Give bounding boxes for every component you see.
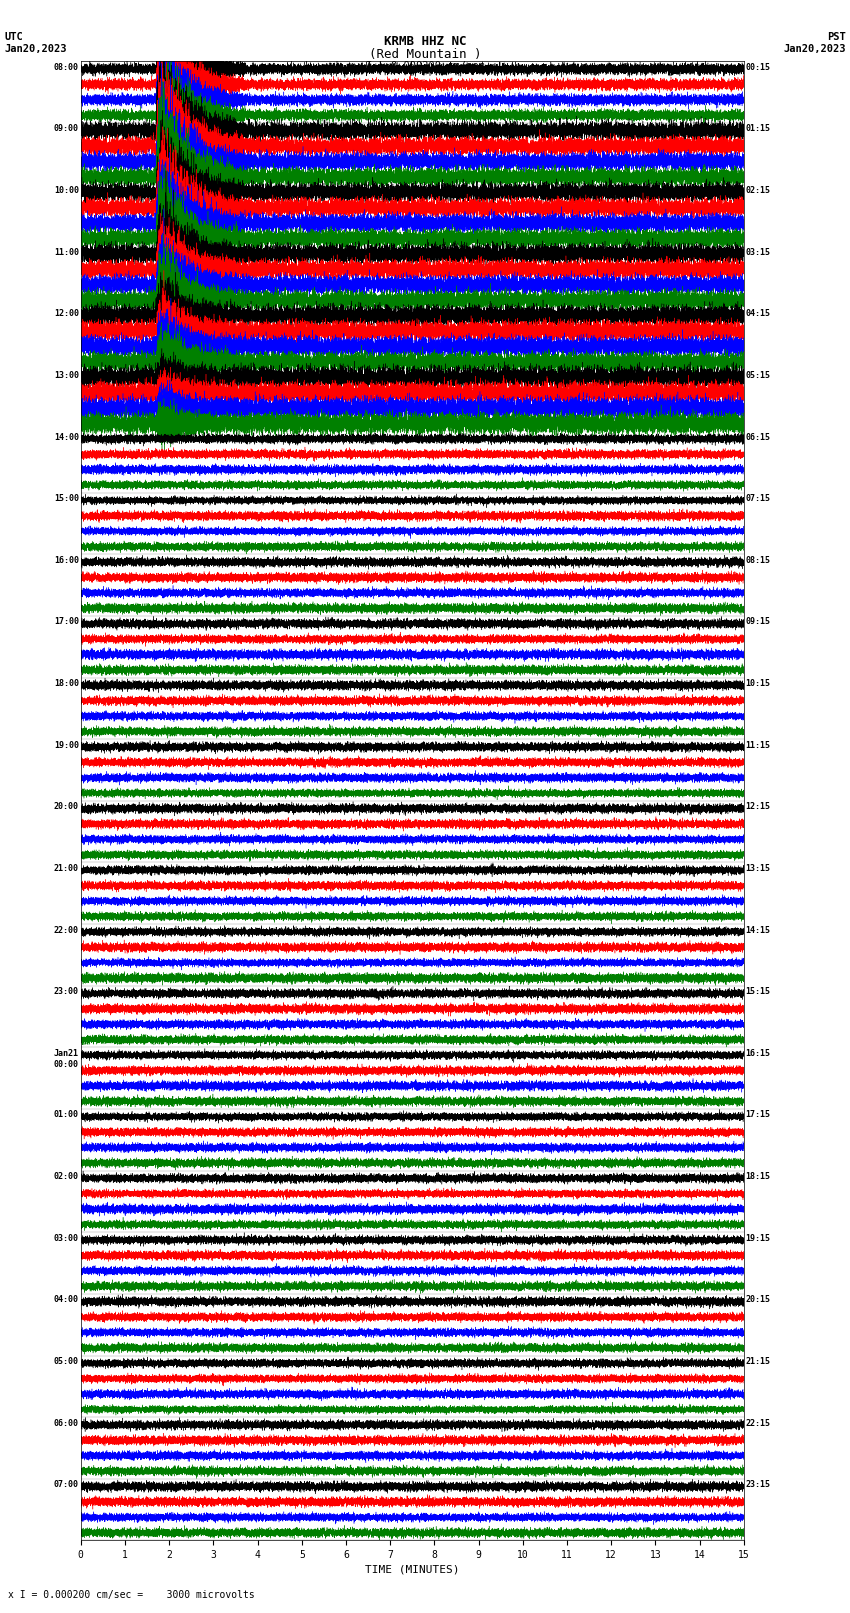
Text: 06:00: 06:00 xyxy=(54,1419,79,1428)
Text: 06:15: 06:15 xyxy=(745,432,771,442)
Text: 21:00: 21:00 xyxy=(54,865,79,873)
Text: (Red Mountain ): (Red Mountain ) xyxy=(369,48,481,61)
Text: 14:00: 14:00 xyxy=(54,432,79,442)
Text: UTC: UTC xyxy=(4,32,23,42)
Text: 23:15: 23:15 xyxy=(745,1481,771,1489)
Text: 07:00: 07:00 xyxy=(54,1481,79,1489)
Text: 15:15: 15:15 xyxy=(745,987,771,997)
Text: 09:00: 09:00 xyxy=(54,124,79,134)
Text: 19:00: 19:00 xyxy=(54,740,79,750)
Text: 08:15: 08:15 xyxy=(745,556,771,565)
Text: 10:00: 10:00 xyxy=(54,185,79,195)
Text: I = 0.000200 cm/sec: I = 0.000200 cm/sec xyxy=(366,61,484,71)
Text: Jan20,2023: Jan20,2023 xyxy=(4,44,67,53)
Text: 12:15: 12:15 xyxy=(745,802,771,811)
Text: 04:00: 04:00 xyxy=(54,1295,79,1305)
Text: 17:15: 17:15 xyxy=(745,1110,771,1119)
Text: 02:15: 02:15 xyxy=(745,185,771,195)
Text: 13:15: 13:15 xyxy=(745,865,771,873)
Text: 10:15: 10:15 xyxy=(745,679,771,689)
Text: 18:00: 18:00 xyxy=(54,679,79,689)
Text: Jan20,2023: Jan20,2023 xyxy=(783,44,846,53)
Text: 15:00: 15:00 xyxy=(54,494,79,503)
Text: 20:15: 20:15 xyxy=(745,1295,771,1305)
Text: 11:15: 11:15 xyxy=(745,740,771,750)
Text: 09:15: 09:15 xyxy=(745,618,771,626)
Text: 13:00: 13:00 xyxy=(54,371,79,381)
Text: 00:15: 00:15 xyxy=(745,63,771,71)
Text: 01:15: 01:15 xyxy=(745,124,771,134)
Text: 07:15: 07:15 xyxy=(745,494,771,503)
Text: Jan21: Jan21 xyxy=(54,1048,79,1058)
Text: 21:15: 21:15 xyxy=(745,1357,771,1366)
Text: 18:15: 18:15 xyxy=(745,1173,771,1181)
Text: 05:15: 05:15 xyxy=(745,371,771,381)
Text: 11:00: 11:00 xyxy=(54,248,79,256)
Text: 17:00: 17:00 xyxy=(54,618,79,626)
Text: 04:15: 04:15 xyxy=(745,310,771,318)
Text: 02:00: 02:00 xyxy=(54,1173,79,1181)
Text: KRMB HHZ NC: KRMB HHZ NC xyxy=(383,35,467,48)
Text: 05:00: 05:00 xyxy=(54,1357,79,1366)
Text: 14:15: 14:15 xyxy=(745,926,771,934)
Text: 23:00: 23:00 xyxy=(54,987,79,997)
Text: 20:00: 20:00 xyxy=(54,802,79,811)
Text: 22:15: 22:15 xyxy=(745,1419,771,1428)
Text: 01:00: 01:00 xyxy=(54,1110,79,1119)
Text: 16:00: 16:00 xyxy=(54,556,79,565)
Text: 03:00: 03:00 xyxy=(54,1234,79,1242)
X-axis label: TIME (MINUTES): TIME (MINUTES) xyxy=(365,1565,460,1574)
Text: 00:00: 00:00 xyxy=(54,1060,79,1069)
Text: PST: PST xyxy=(827,32,846,42)
Text: 19:15: 19:15 xyxy=(745,1234,771,1242)
Text: 08:00: 08:00 xyxy=(54,63,79,71)
Text: x I = 0.000200 cm/sec =    3000 microvolts: x I = 0.000200 cm/sec = 3000 microvolts xyxy=(8,1590,255,1600)
Text: 03:15: 03:15 xyxy=(745,248,771,256)
Text: 16:15: 16:15 xyxy=(745,1048,771,1058)
Text: 22:00: 22:00 xyxy=(54,926,79,934)
Text: 12:00: 12:00 xyxy=(54,310,79,318)
